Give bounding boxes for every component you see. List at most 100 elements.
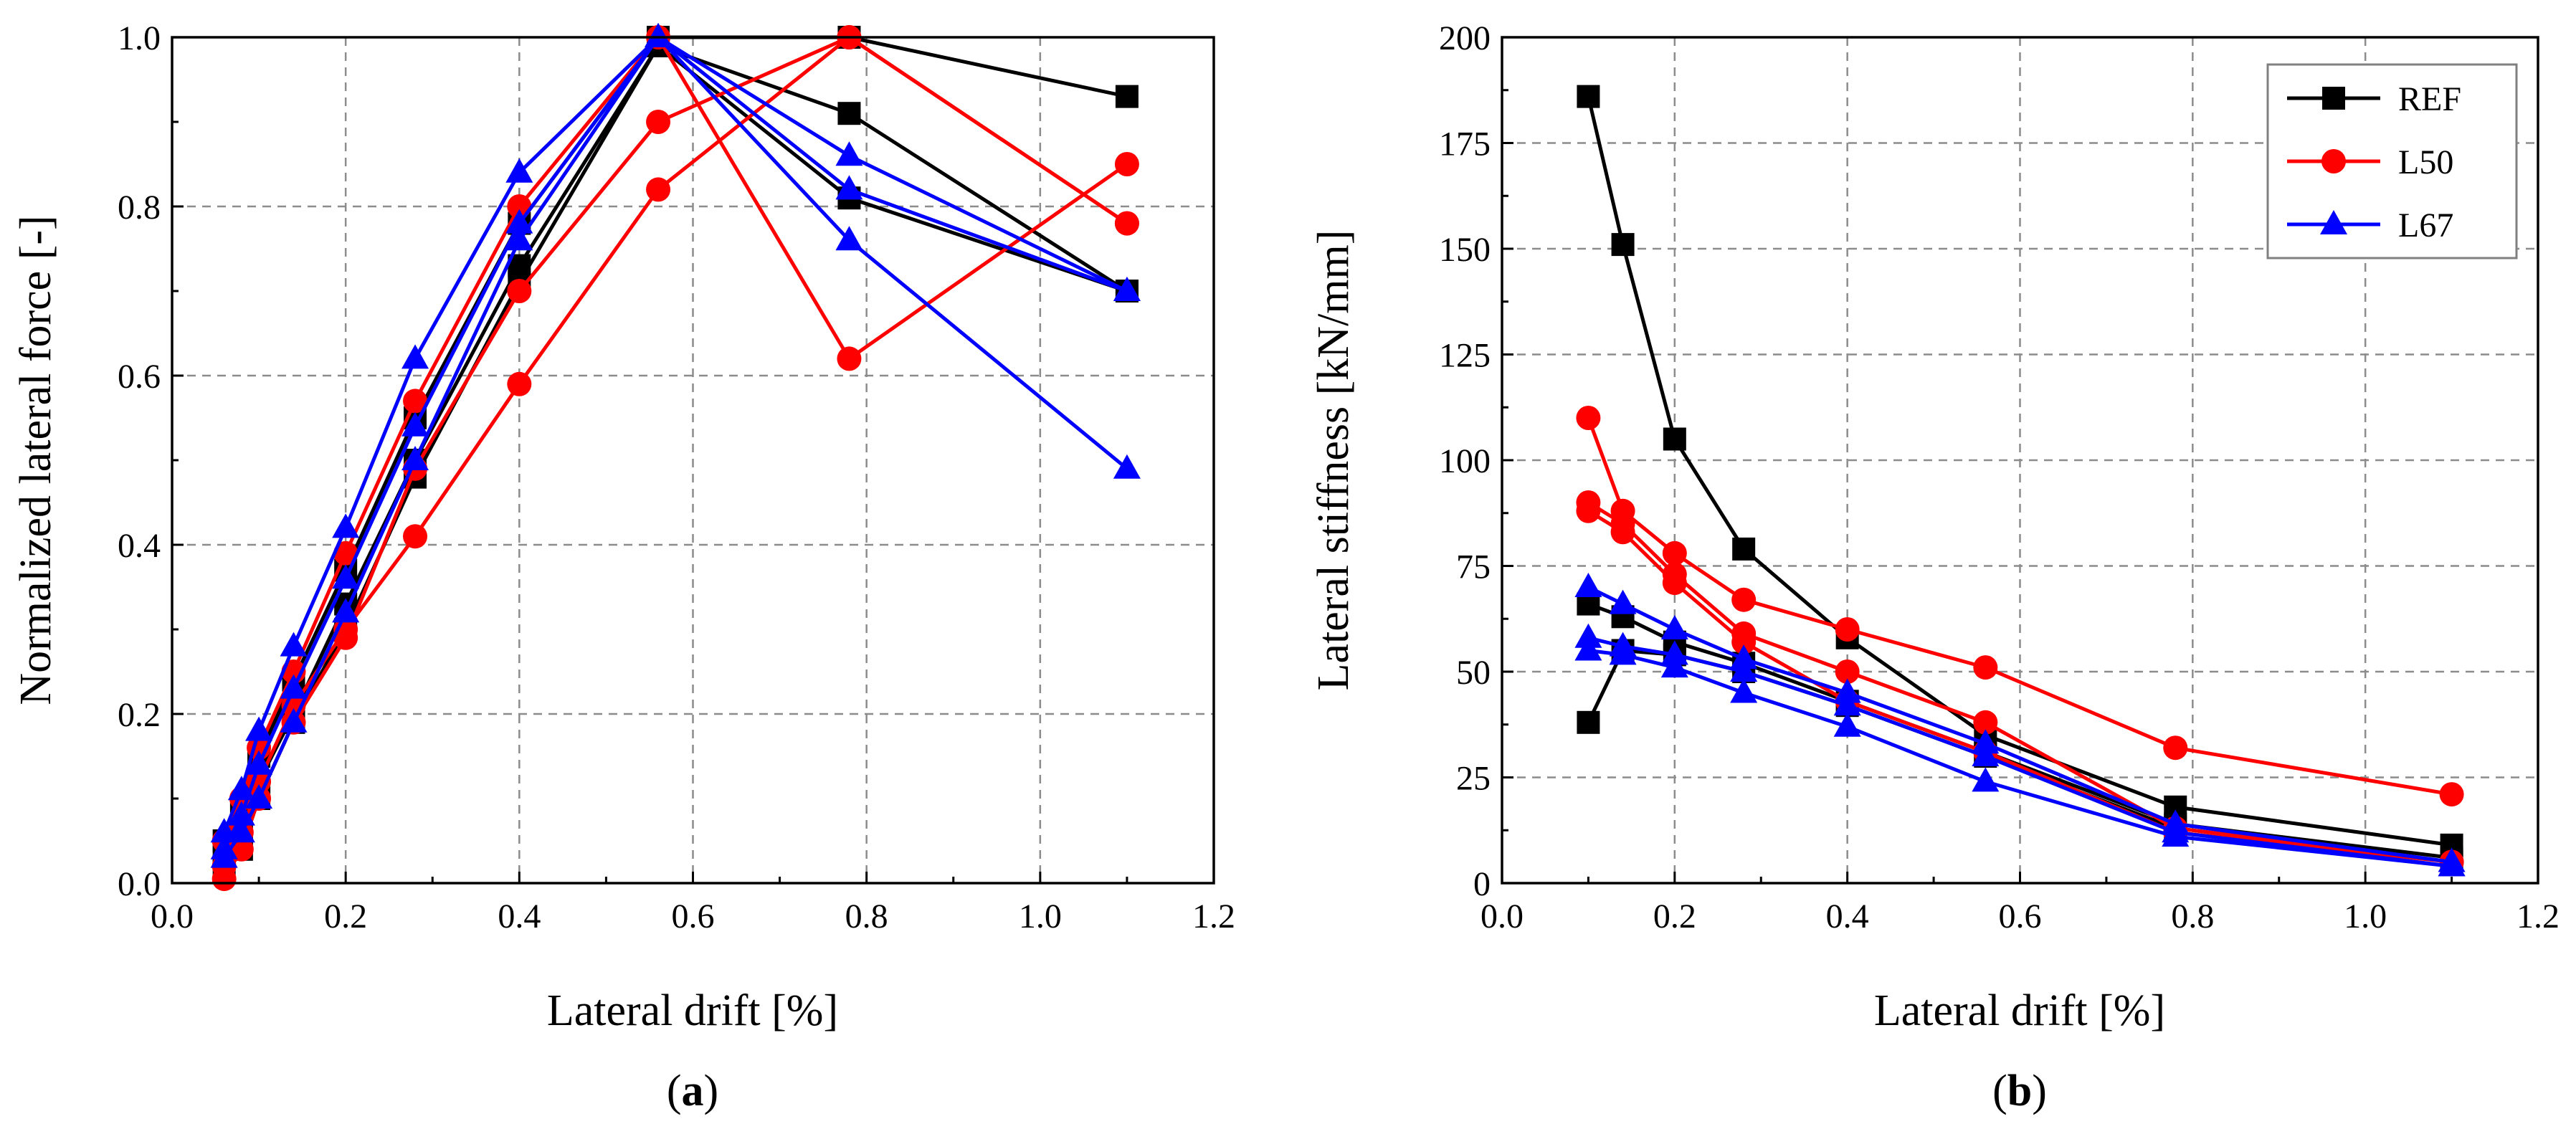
legend-marker-l50 xyxy=(2321,149,2346,173)
data-point-l67 xyxy=(645,23,672,47)
series-line-ref xyxy=(1586,96,2452,847)
y-tick-label: 150 xyxy=(1439,231,1491,269)
series-a xyxy=(210,23,1141,892)
data-point-l67 xyxy=(210,843,238,868)
data-point-l67 xyxy=(1972,729,2000,754)
data-point-l67 xyxy=(401,411,429,437)
chart-panel-a: 0.0 0.2 0.4 0.6 0.8 1.0 1.20.00.20.40.60.81.0 … xyxy=(11,19,1235,1115)
x-tick-label: 0.0 xyxy=(151,897,194,935)
data-point-l50 xyxy=(333,540,358,566)
x-tick-label: 1.0 xyxy=(1019,897,1062,935)
data-point-l50 xyxy=(2163,735,2188,761)
data-point-l50 xyxy=(1114,211,1139,236)
data-point-l67 xyxy=(332,564,360,589)
data-point-l50 xyxy=(1731,587,1757,612)
data-point-l50 xyxy=(646,110,671,134)
series-line-l67 xyxy=(222,35,1128,859)
data-point-l50 xyxy=(333,625,358,650)
y-axis-title-a: Normalized lateral force [-] xyxy=(11,215,60,705)
data-point-l67 xyxy=(1660,653,1688,678)
data-point-l67 xyxy=(280,632,308,657)
data-point-l67 xyxy=(1574,573,1602,597)
y-tick-label: 0.8 xyxy=(118,189,161,227)
data-point-ref xyxy=(1611,233,1635,257)
y-tick-label: 0 xyxy=(1473,865,1491,903)
data-point-l50 xyxy=(837,346,862,371)
x-axis-title-b: Lateral drift [%] xyxy=(1874,986,2165,1035)
y-tick-label: 200 xyxy=(1439,19,1491,57)
data-point-l50 xyxy=(1731,629,1757,654)
chart-panel-b: 0.0 0.2 0.4 0.6 0.8 1.0 1.2 0 25 50 75 100 125 150 175… xyxy=(1309,19,2560,1115)
data-point-l67 xyxy=(1730,657,1758,682)
data-point-l67 xyxy=(835,226,863,251)
x-tick-label: 0.8 xyxy=(845,897,888,935)
data-point-l50 xyxy=(2439,782,2464,807)
series-line-ref xyxy=(222,35,1128,842)
series-ref-a xyxy=(212,34,1139,878)
legend-marker-ref xyxy=(2322,87,2345,110)
series-ref-a xyxy=(212,26,1139,852)
data-point-l67 xyxy=(1113,454,1141,479)
series-l67-a xyxy=(210,23,1141,868)
data-point-l50 xyxy=(1973,655,1998,680)
data-point-l50 xyxy=(1114,152,1139,176)
grid-a xyxy=(172,37,1214,883)
legend-label: L50 xyxy=(2398,143,2453,181)
x-tick-label: 0.4 xyxy=(498,897,541,935)
series-line-ref xyxy=(222,44,1128,859)
x-tick-label: 1.0 xyxy=(2344,897,2387,935)
panel-label-b-letter: b xyxy=(2007,1067,2032,1115)
series-line-l50 xyxy=(222,35,1128,867)
series-line-l67 xyxy=(222,35,1128,834)
data-point-l67 xyxy=(1574,623,1602,648)
y-tick-label: 0.2 xyxy=(118,696,161,734)
data-point-l50 xyxy=(212,867,237,892)
series-line-ref xyxy=(222,44,1128,868)
data-point-l67 xyxy=(401,446,429,470)
data-point-l67 xyxy=(401,344,429,369)
data-point-l67 xyxy=(1660,615,1688,639)
y-tick-label: 75 xyxy=(1456,548,1491,586)
panel-label-a: (a) xyxy=(667,1067,718,1115)
series-l50-a xyxy=(212,25,1139,879)
series-l67-a xyxy=(210,23,1141,843)
series-l67-a xyxy=(210,23,1141,859)
data-point-l67 xyxy=(1113,277,1141,301)
legend-label: REF xyxy=(2398,80,2461,118)
series-l50-a xyxy=(212,25,1139,853)
data-point-l50 xyxy=(1835,659,1860,684)
data-point-ref xyxy=(1663,427,1686,451)
data-point-l67 xyxy=(505,158,533,183)
series-ref-a xyxy=(212,34,1139,870)
data-point-l67 xyxy=(280,674,308,699)
y-tick-label: 125 xyxy=(1439,337,1491,375)
y-tick-label: 0.0 xyxy=(118,865,161,903)
data-point-l67 xyxy=(332,513,360,538)
data-point-l67 xyxy=(245,784,273,809)
x-tick-label: 1.2 xyxy=(2516,897,2560,935)
panel-label-a-letter: a xyxy=(682,1067,704,1115)
data-point-l50 xyxy=(1576,498,1601,523)
data-point-l67 xyxy=(1730,644,1758,670)
data-point-ref xyxy=(1577,710,1600,734)
data-point-ref xyxy=(837,102,861,125)
data-point-l50 xyxy=(646,177,671,202)
x-tick-label: 0.2 xyxy=(1653,897,1696,935)
data-point-l67 xyxy=(227,818,255,843)
grid-b xyxy=(1502,37,2538,883)
data-point-l67 xyxy=(2438,852,2466,877)
series-b xyxy=(1574,85,2466,877)
data-point-l50 xyxy=(1610,520,1635,545)
data-point-l50 xyxy=(507,371,532,396)
data-point-l67 xyxy=(1609,640,1637,665)
x-tick-label: 0.8 xyxy=(2171,897,2214,935)
y-tick-label: 0.6 xyxy=(118,358,161,396)
data-point-l50 xyxy=(1576,406,1601,430)
y-tick-label: 50 xyxy=(1456,654,1491,692)
data-point-l67 xyxy=(835,141,863,166)
series-line-l50 xyxy=(222,35,1128,880)
x-axis-title-a: Lateral drift [%] xyxy=(547,986,838,1035)
legend-item-l67: L67 xyxy=(2287,206,2453,244)
data-point-l50 xyxy=(1835,617,1860,642)
series-l50-a xyxy=(212,25,1139,892)
